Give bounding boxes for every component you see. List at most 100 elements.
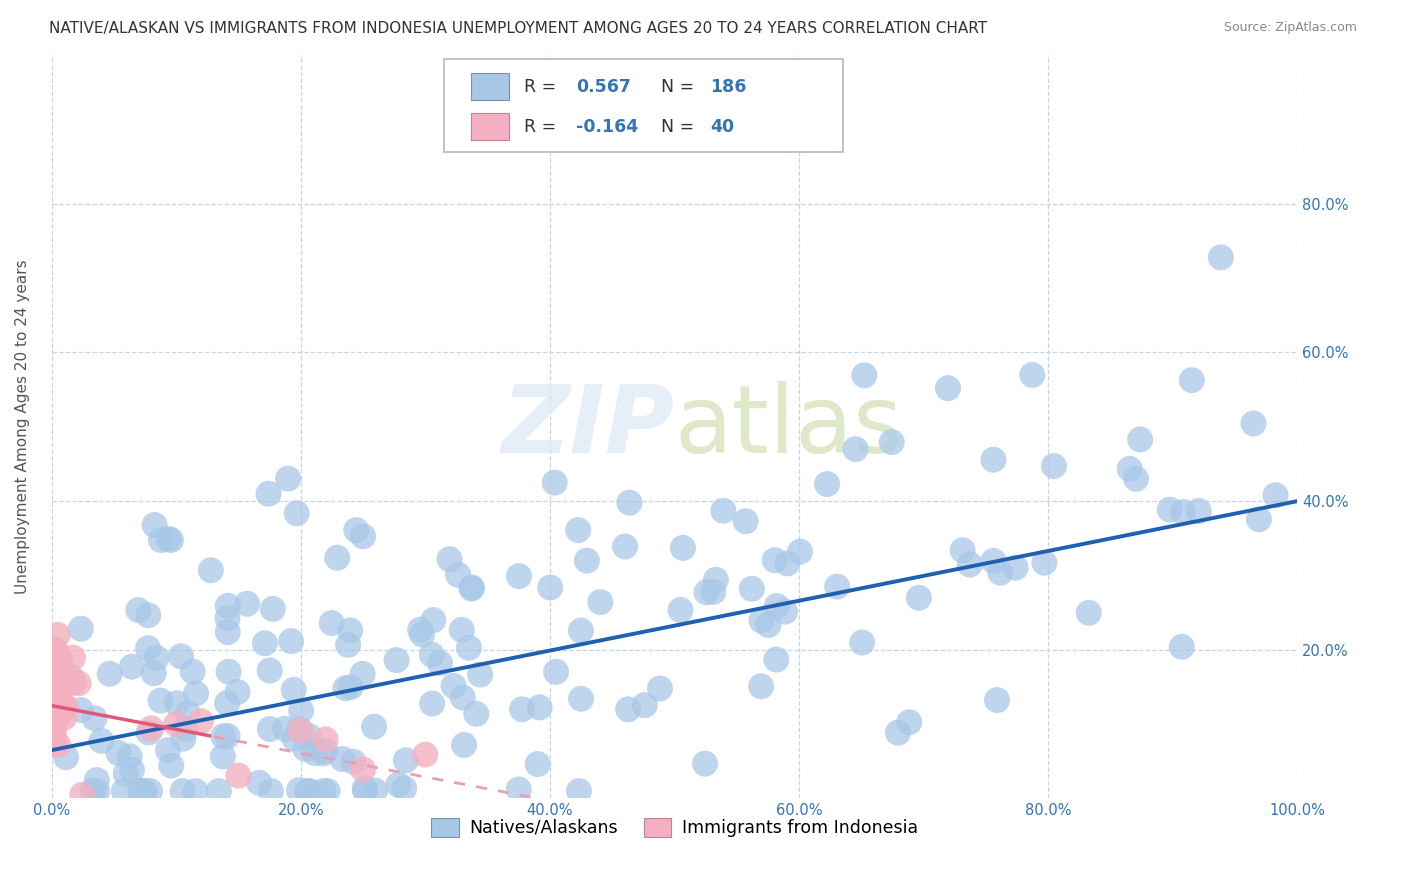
Point xyxy=(326,550,349,565)
Text: ZIP: ZIP xyxy=(502,381,675,473)
Point xyxy=(83,711,105,725)
Point xyxy=(141,722,163,736)
Text: 40: 40 xyxy=(710,118,735,136)
Point xyxy=(304,746,326,760)
Point xyxy=(1021,368,1043,382)
Point xyxy=(765,652,787,666)
Point xyxy=(55,750,77,764)
Point xyxy=(44,671,66,685)
Point xyxy=(339,624,361,638)
Point xyxy=(46,692,69,706)
Point xyxy=(342,755,364,769)
Text: 0.567: 0.567 xyxy=(576,78,631,95)
Point xyxy=(200,563,222,577)
Point xyxy=(70,788,93,802)
Point xyxy=(160,758,183,772)
FancyBboxPatch shape xyxy=(471,73,509,100)
Point xyxy=(672,541,695,555)
Point xyxy=(42,725,65,739)
Point xyxy=(44,668,66,682)
Point xyxy=(880,435,903,450)
Point xyxy=(290,704,312,718)
Point xyxy=(294,741,316,756)
Point xyxy=(217,625,239,640)
Point xyxy=(741,582,763,596)
Point xyxy=(181,665,204,679)
Point xyxy=(217,696,239,710)
Point xyxy=(1129,433,1152,447)
Point xyxy=(83,784,105,798)
Text: R =: R = xyxy=(523,118,561,136)
Point xyxy=(1077,606,1099,620)
Point xyxy=(529,700,551,714)
Text: 186: 186 xyxy=(710,78,747,95)
Point xyxy=(283,682,305,697)
Point xyxy=(538,581,561,595)
Point xyxy=(298,784,321,798)
Point xyxy=(208,784,231,798)
Point xyxy=(45,668,67,682)
Point xyxy=(42,732,65,747)
Point xyxy=(129,784,152,798)
Point xyxy=(702,585,724,599)
Point xyxy=(228,768,250,782)
Point xyxy=(983,452,1005,467)
Legend: Natives/Alaskans, Immigrants from Indonesia: Natives/Alaskans, Immigrants from Indone… xyxy=(422,809,927,846)
Point xyxy=(756,618,779,632)
Text: N =: N = xyxy=(661,78,699,95)
FancyBboxPatch shape xyxy=(444,59,842,152)
Point xyxy=(190,714,212,728)
Point xyxy=(259,722,281,736)
Point xyxy=(121,763,143,777)
Point xyxy=(1043,458,1066,473)
Point xyxy=(42,718,65,732)
Point xyxy=(763,553,786,567)
Point xyxy=(48,650,70,665)
Point xyxy=(508,782,530,797)
Point xyxy=(776,557,799,571)
Point xyxy=(277,472,299,486)
Point xyxy=(959,558,981,572)
Point xyxy=(41,733,63,747)
Point xyxy=(693,756,716,771)
Point xyxy=(669,603,692,617)
Point xyxy=(118,749,141,764)
Point xyxy=(344,523,367,537)
Point xyxy=(589,595,612,609)
Point xyxy=(69,703,91,717)
Point xyxy=(315,732,337,747)
Point xyxy=(44,652,66,666)
Point xyxy=(789,545,811,559)
Point xyxy=(465,706,488,721)
Point xyxy=(63,675,86,690)
Point xyxy=(46,628,69,642)
Point xyxy=(569,624,592,638)
Point xyxy=(177,706,200,720)
Point xyxy=(422,613,444,627)
Point xyxy=(247,776,270,790)
Point xyxy=(1209,251,1232,265)
Point xyxy=(648,681,671,696)
Point xyxy=(460,582,482,596)
Point xyxy=(98,666,121,681)
Point xyxy=(1159,502,1181,516)
FancyBboxPatch shape xyxy=(471,113,509,140)
Point xyxy=(127,603,149,617)
Point xyxy=(260,784,283,798)
Point xyxy=(617,702,640,716)
Point xyxy=(461,581,484,595)
Point xyxy=(429,656,451,670)
Text: atlas: atlas xyxy=(675,381,903,473)
Point xyxy=(453,738,475,752)
Point xyxy=(257,486,280,500)
Point xyxy=(138,725,160,739)
Point xyxy=(288,723,311,737)
Point xyxy=(887,725,910,739)
Point xyxy=(312,747,335,761)
Point xyxy=(983,554,1005,568)
Point xyxy=(226,685,249,699)
Point xyxy=(165,717,187,731)
Point xyxy=(420,697,443,711)
Point xyxy=(143,518,166,533)
Point xyxy=(1171,505,1194,519)
